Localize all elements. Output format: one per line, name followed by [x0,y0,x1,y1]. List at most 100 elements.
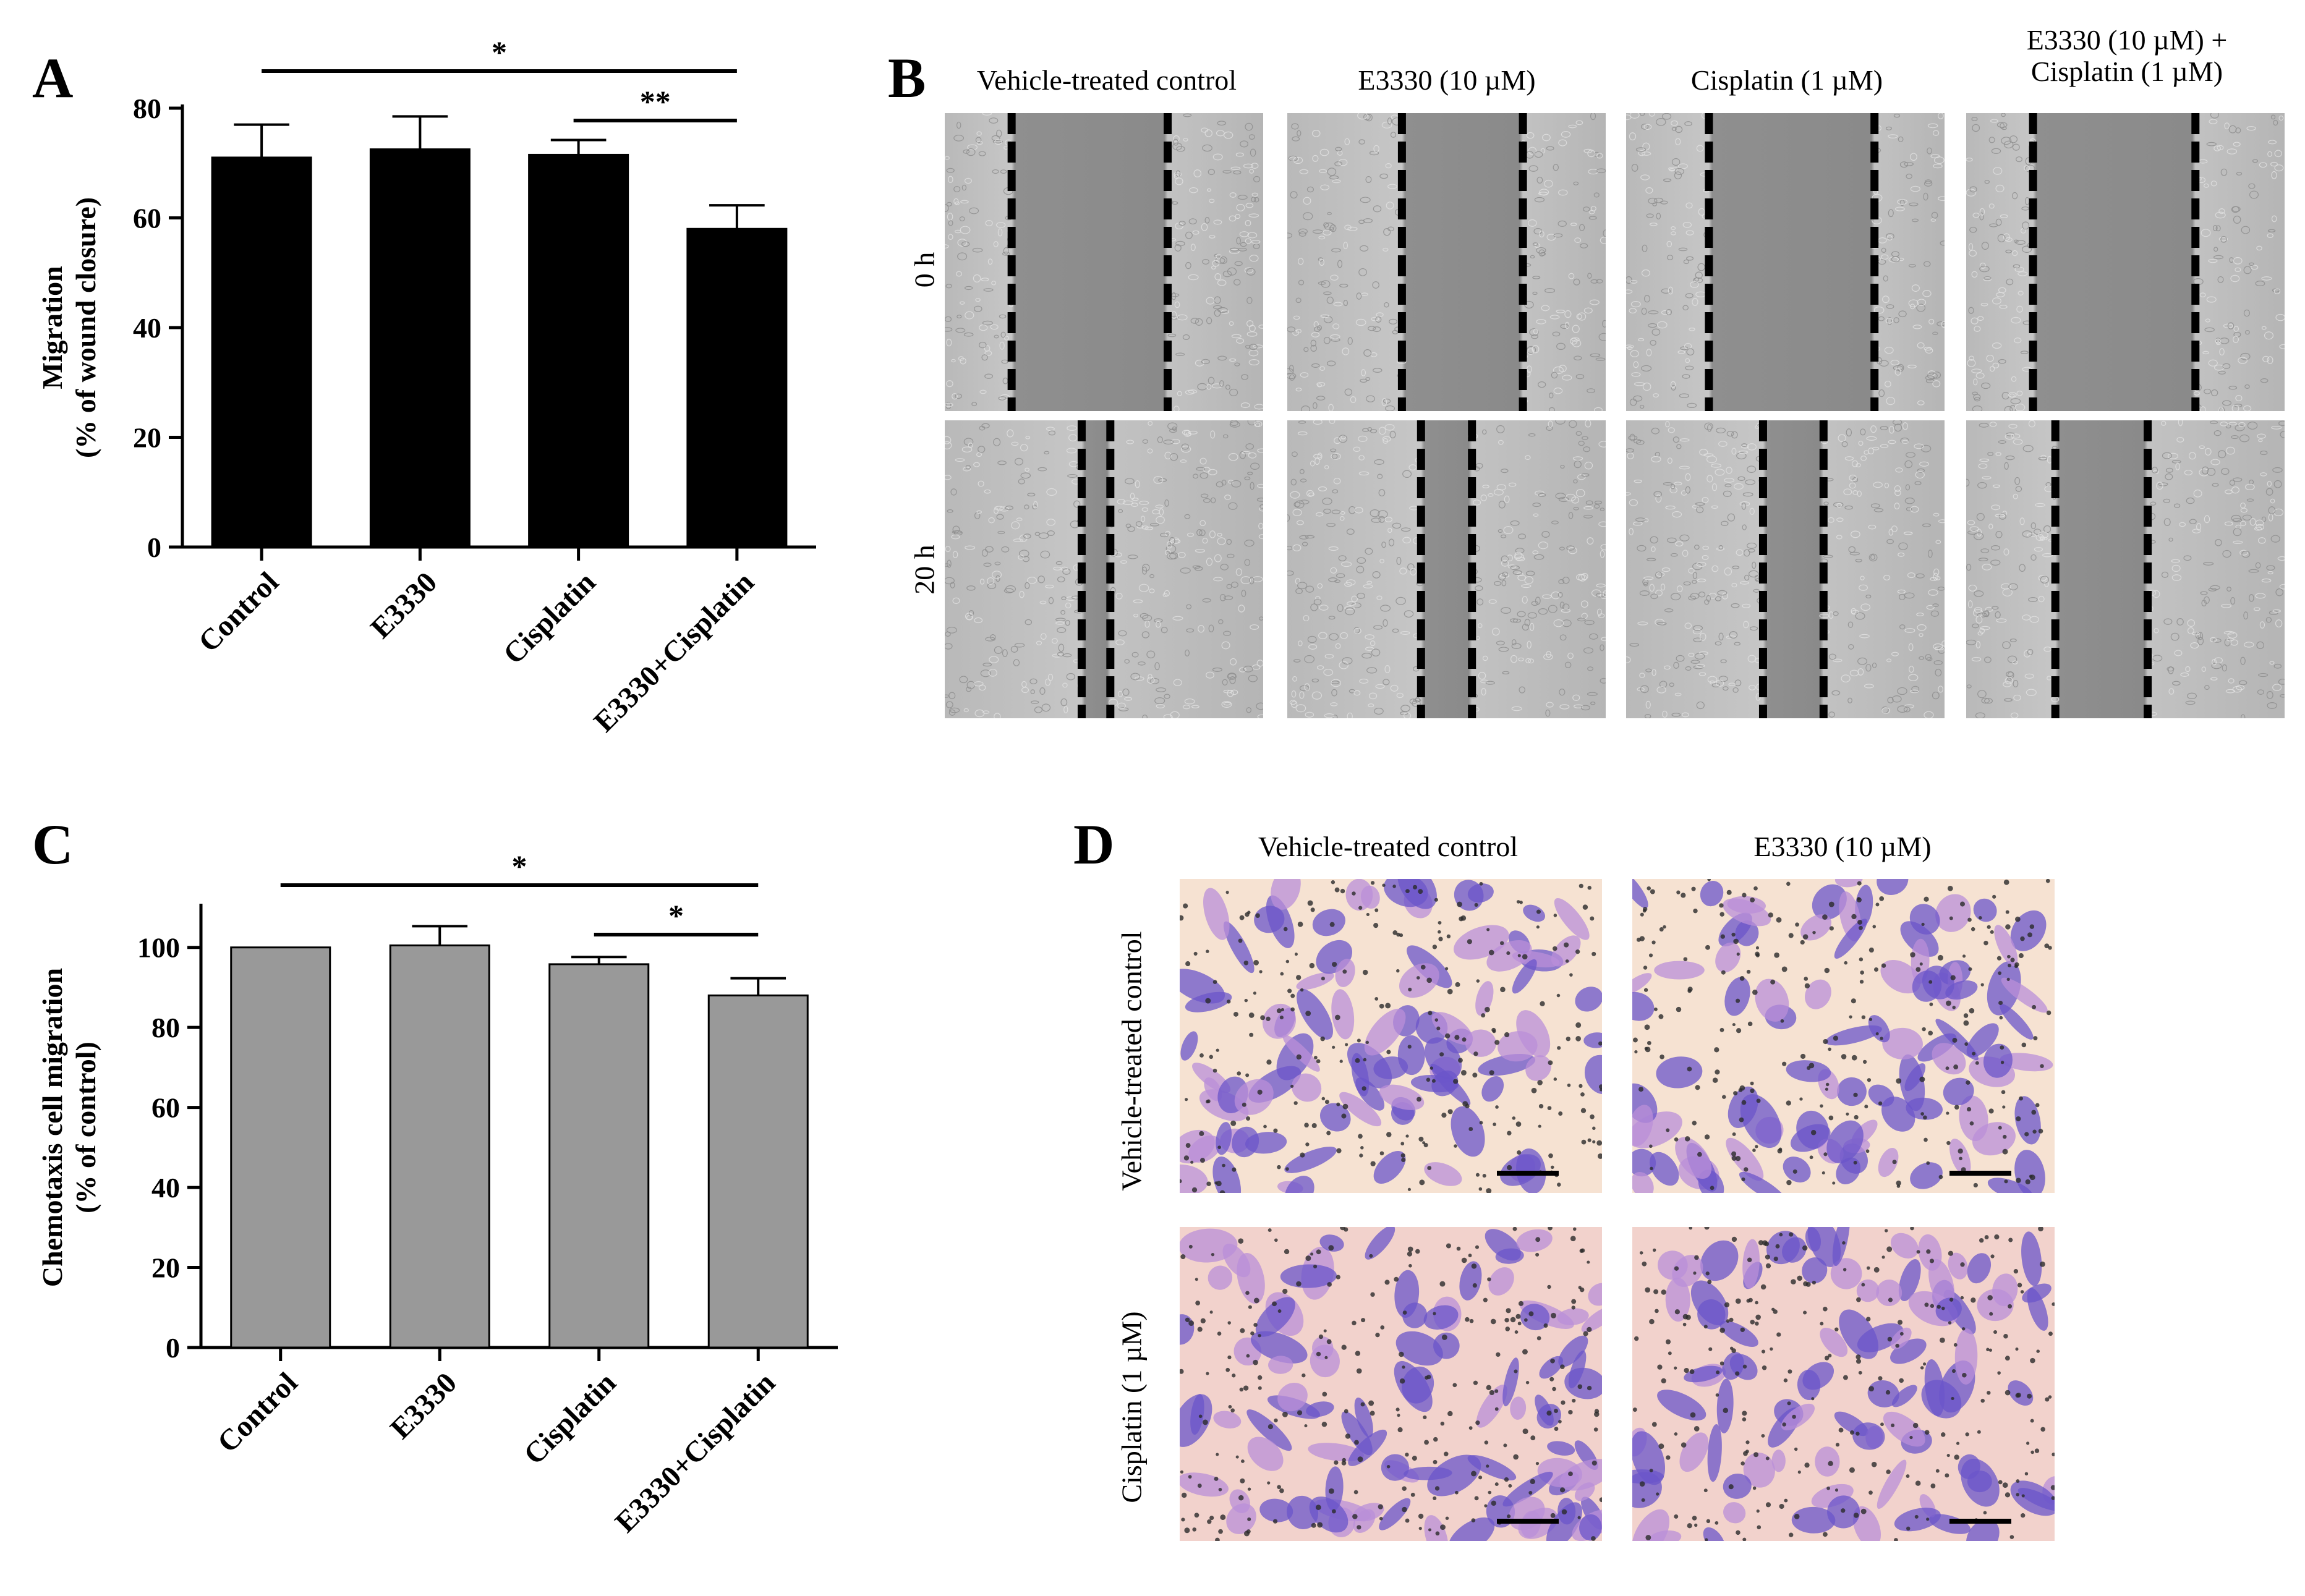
cell-texture [1849,551,1860,556]
cell-texture [1848,644,1854,650]
scratch-image-r1-c3 [1966,420,2285,718]
cell-texture [2250,265,2259,270]
cell-texture [1373,145,1379,153]
cell-texture [1287,546,1293,551]
membrane-pore [1399,1378,1405,1384]
cell-texture [1551,591,1561,600]
cell-texture [1635,147,1647,152]
membrane-pore [2045,1397,2050,1402]
cell-texture [1045,584,1054,588]
membrane-pore [1886,1246,1893,1252]
cell-texture [1047,674,1054,681]
membrane-pore [1246,1354,1250,1358]
cell-texture [1920,444,1932,452]
membrane-pore [1336,1102,1340,1106]
membrane-pore [1755,1314,1761,1320]
cell-texture [1741,443,1748,447]
cell-texture [971,402,978,407]
cell-texture [1685,473,1691,482]
cell-texture [1718,441,1728,447]
cell-texture [1558,496,1569,503]
cell-texture [1628,435,1638,441]
cell-texture [2171,559,2181,563]
cell-texture [1828,653,1836,660]
membrane-pore [1195,1278,1198,1281]
cell-texture [1925,347,1933,354]
cell-texture [1240,140,1248,148]
cell-texture [1688,653,1695,657]
cell-texture [1966,639,1977,645]
panel-b-header-cisplatin: Cisplatin (1 µM) [1690,64,1883,96]
cell-texture [1979,627,1985,634]
membrane-pore [1249,1032,1254,1037]
panel-b-header-combo-line2: Cisplatin (1 µM) [2030,55,2223,87]
cell-texture [1674,171,1682,180]
cell-texture [1596,168,1606,174]
cell-texture [952,597,960,605]
cell-texture [1233,279,1241,286]
membrane-pore [1812,930,1816,935]
membrane-pore [2002,1148,2008,1155]
stained-cell [1246,1409,1292,1451]
cell-texture [2209,119,2218,124]
membrane-pore [1924,1302,1929,1307]
cell-texture [1485,681,1495,685]
membrane-pore [1405,1453,1409,1457]
membrane-pore [1851,1055,1857,1061]
membrane-pore [1915,1480,1921,1486]
cell-texture [1351,595,1358,603]
cell-texture [1888,134,1898,138]
stained-cell [2021,1231,2042,1286]
cell-texture [2171,460,2181,464]
membrane-pore [1402,1486,1407,1491]
cell-texture [2193,490,2202,498]
membrane-pore [1218,1529,1223,1534]
cell-texture [1034,707,1042,713]
cell-texture [945,316,952,322]
cell-texture [972,247,983,253]
cell-texture [1166,541,1173,549]
cell-texture [1221,641,1230,650]
cell-texture [1118,630,1127,637]
cell-texture [1316,396,1326,401]
cell-texture [1682,221,1692,228]
membrane-pore [1373,923,1379,928]
membrane-pore [2045,879,2050,883]
membrane-pore [1506,951,1510,956]
membrane-pore [1741,1100,1747,1105]
cell-texture [1574,237,1582,244]
cell-texture [2215,338,2222,344]
cell-texture [1298,420,1306,424]
cell-texture [1115,639,1125,645]
cell-texture [1908,299,1919,307]
cell-texture [1250,462,1260,470]
membrane-pore [2040,1064,2044,1069]
stained-cell [1271,879,1301,910]
cell-texture [1511,643,1522,649]
bar [211,156,312,548]
cell-texture [945,204,949,213]
cell-texture [1650,339,1656,346]
cell-texture [1872,446,1880,451]
cell-texture [2209,637,2217,643]
cell-texture [1966,564,1972,571]
cell-texture [1941,640,1945,647]
cell-texture [988,517,995,524]
cell-texture [1980,382,1991,389]
stained-cell [1180,1314,1195,1345]
cell-texture [1940,240,1945,246]
cell-texture [1127,554,1138,559]
membrane-pore [1358,1134,1363,1139]
cell-texture [1866,436,1877,441]
membrane-pore [1735,1371,1740,1376]
membrane-pore [1965,1432,1969,1437]
membrane-pore [1561,1400,1566,1405]
membrane-pore [1197,1326,1203,1332]
cell-texture [1356,292,1362,300]
cell-texture [945,327,953,332]
cell-texture [1155,504,1164,509]
membrane-pore [1300,1152,1305,1158]
cell-texture [1527,640,1532,649]
cell-texture [1975,712,1985,718]
membrane-pore [1447,1411,1453,1417]
